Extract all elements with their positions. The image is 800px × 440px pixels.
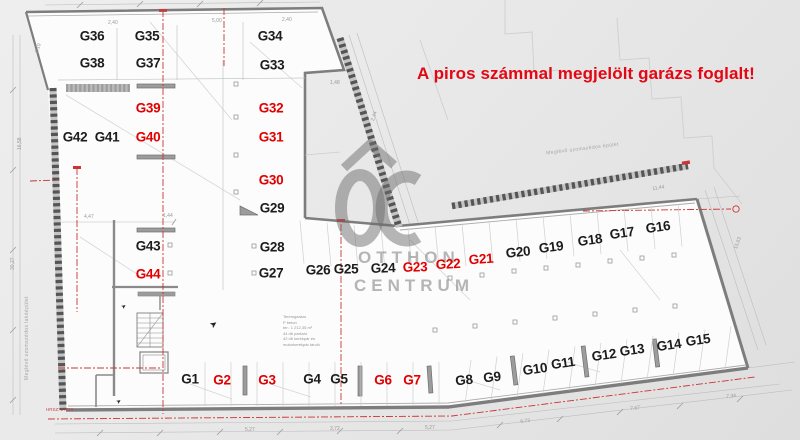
garage-label-G43: G43: [135, 238, 161, 254]
hatched-walls: [49, 36, 689, 411]
garage-label-G32: G32: [258, 100, 284, 116]
garage-label-G5: G5: [330, 371, 348, 387]
garage-label-G7: G7: [403, 372, 421, 388]
red-dashed-lines: [29, 8, 756, 420]
garage-label-G39: G39: [135, 100, 161, 116]
construction-lines: [65, 21, 661, 400]
grid-markers: [167, 81, 678, 333]
garage-label-G1: G1: [181, 371, 199, 387]
plan-note-line: P beton: [283, 319, 297, 325]
garage-label-G19: G19: [537, 238, 565, 256]
garage-label-G35: G35: [134, 28, 160, 44]
dimension-label: 5,00: [212, 18, 222, 24]
garage-label-G40: G40: [135, 129, 161, 145]
plan-note-line: Teremgarázs: [283, 314, 307, 319]
garage-label-G23: G23: [402, 259, 428, 275]
dimension-label: 16,58: [17, 137, 23, 150]
garage-label-G29: G29: [259, 200, 285, 216]
garage-label-G24: G24: [370, 260, 396, 276]
garage-label-G3: G3: [258, 372, 276, 388]
plan-note-line: 42 db kerékpár és: [283, 336, 316, 342]
dimension-label: 7,34: [726, 392, 737, 400]
dimension-label: 3,72: [330, 426, 340, 432]
dimension-label: 7,67: [630, 404, 641, 412]
garage-label-G31: G31: [258, 129, 284, 145]
lot-number-label: HRSZ: 37729: [46, 407, 74, 412]
garage-label-G41: G41: [94, 129, 120, 145]
dimension-label: 30,27: [10, 257, 16, 270]
dimension-label: 2,40: [282, 17, 292, 23]
plan-note-line: 44 db parkoló: [283, 330, 308, 336]
plan-notes-block: Teremgarázs P beton ter.: 1 212,35 m² 44 db…: [283, 314, 320, 348]
dimension-label: 5,27: [245, 427, 255, 433]
neighbor-parcel-lines: [419, 0, 743, 205]
garage-label-G34: G34: [257, 28, 283, 44]
garage-label-G8: G8: [454, 371, 474, 389]
garage-label-G4: G4: [303, 371, 321, 387]
dimension-label: 4,47: [84, 214, 94, 220]
garage-label-G6: G6: [374, 372, 392, 388]
wall-bars: [136, 83, 661, 397]
garage-label-G30: G30: [258, 172, 284, 188]
occupied-notice: A piros számmal megjelölt garázs foglalt…: [417, 64, 755, 83]
garage-label-G26: G26: [305, 262, 331, 278]
stair-core: [95, 220, 178, 407]
garage-label-G21: G21: [468, 250, 494, 268]
dimension-lines: [12, 1, 796, 434]
garage-label-G9: G9: [482, 368, 502, 386]
garage-label-G2: G2: [213, 372, 231, 388]
garage-label-G28: G28: [259, 239, 285, 255]
dimension-label: 2,40: [108, 20, 118, 26]
upper-bay-lines: [57, 22, 341, 290]
garage-label-G44: G44: [135, 266, 161, 282]
garage-label-G22: G22: [435, 255, 461, 273]
building-footprint: [26, 8, 748, 410]
garage-label-G27: G27: [258, 265, 284, 281]
plan-note-line: motorkerékpár tároló: [283, 341, 320, 347]
garage-label-G33: G33: [259, 57, 285, 73]
garage-label-G36: G36: [79, 28, 105, 44]
neighbor-building-label-left: Meglévő szomszédos lakóépület: [24, 296, 30, 380]
garage-label-G37: G37: [135, 55, 161, 71]
dimension-label: 1,44: [163, 213, 173, 219]
garage-label-G38: G38: [79, 55, 105, 71]
dimension-label: 5,27: [425, 425, 435, 431]
dimension-label: 6,73: [520, 417, 531, 425]
dimension-ticks: [9, 0, 744, 437]
plan-note-line: ter.: 1 212,35 m²: [283, 325, 313, 331]
dimension-label: 1,48: [330, 80, 340, 86]
garage-label-G20: G20: [504, 243, 532, 261]
garage-label-G42: G42: [62, 129, 88, 145]
garage-label-G25: G25: [333, 261, 359, 277]
